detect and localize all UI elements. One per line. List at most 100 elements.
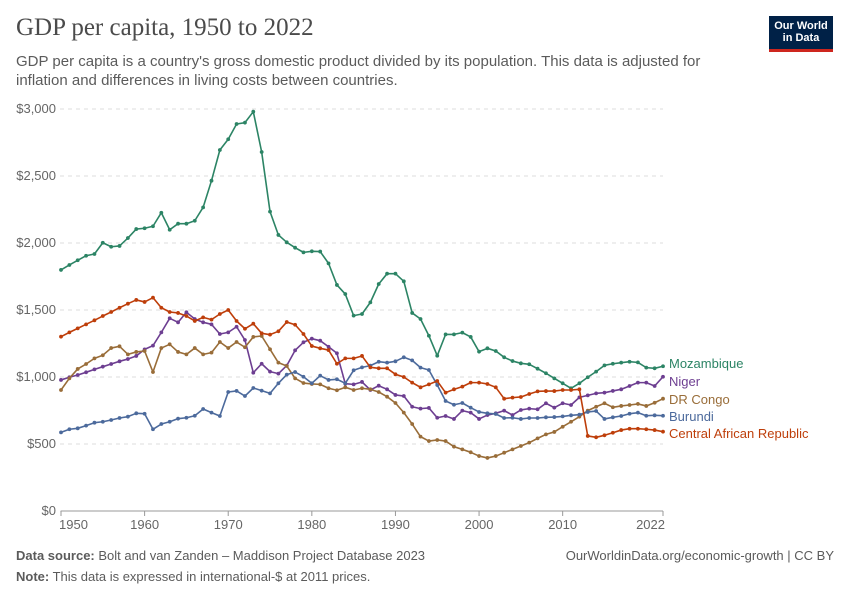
data-point[interactable] [151, 343, 155, 348]
data-point[interactable] [393, 372, 398, 377]
data-point[interactable] [477, 454, 481, 458]
data-point[interactable] [234, 324, 239, 329]
data-point[interactable] [619, 414, 624, 418]
data-point[interactable] [142, 411, 147, 416]
data-point[interactable] [243, 394, 247, 398]
data-point[interactable] [426, 439, 431, 443]
data-point[interactable] [151, 427, 155, 432]
source-link[interactable]: OurWorldinData.org/economic-growth | CC … [565, 548, 834, 563]
data-point[interactable] [552, 405, 557, 410]
data-point[interactable] [217, 332, 222, 336]
data-point[interactable] [192, 346, 197, 350]
data-point[interactable] [309, 249, 314, 254]
series-label[interactable]: Burundi [669, 409, 714, 424]
data-point[interactable] [159, 330, 164, 335]
data-point[interactable] [493, 385, 498, 390]
data-point[interactable] [452, 402, 456, 407]
data-point[interactable] [84, 362, 88, 366]
data-point[interactable] [117, 244, 122, 248]
data-point[interactable] [335, 283, 339, 287]
data-point[interactable] [151, 224, 155, 229]
data-point[interactable] [184, 352, 189, 357]
data-point[interactable] [151, 370, 155, 374]
data-point[interactable] [293, 322, 298, 327]
data-point[interactable] [452, 387, 456, 392]
data-point[interactable] [251, 386, 256, 390]
data-point[interactable] [293, 245, 298, 250]
data-point[interactable] [602, 433, 607, 438]
data-point[interactable] [661, 396, 665, 401]
data-point[interactable] [518, 361, 523, 366]
data-point[interactable] [276, 329, 281, 334]
data-point[interactable] [67, 330, 72, 335]
data-point[interactable] [67, 376, 72, 381]
data-point[interactable] [636, 402, 640, 406]
data-point[interactable] [493, 349, 498, 353]
data-point[interactable] [117, 344, 122, 349]
data-point[interactable] [477, 349, 481, 354]
data-point[interactable] [460, 384, 465, 389]
data-point[interactable] [452, 332, 456, 337]
data-point[interactable] [393, 271, 398, 276]
data-point[interactable] [410, 422, 415, 426]
data-point[interactable] [226, 390, 231, 394]
data-point[interactable] [100, 419, 105, 424]
data-point[interactable] [243, 120, 247, 125]
data-point[interactable] [301, 340, 306, 345]
data-point[interactable] [401, 394, 406, 398]
data-point[interactable] [234, 340, 239, 344]
data-point[interactable] [527, 392, 532, 396]
data-point[interactable] [535, 389, 540, 394]
data-point[interactable] [159, 346, 164, 350]
data-point[interactable] [268, 209, 272, 214]
data-point[interactable] [243, 345, 247, 350]
data-point[interactable] [134, 227, 139, 231]
data-point[interactable] [393, 393, 398, 397]
data-point[interactable] [259, 361, 264, 366]
data-point[interactable] [385, 394, 389, 399]
data-point[interactable] [251, 321, 256, 326]
data-point[interactable] [109, 418, 114, 422]
data-point[interactable] [619, 360, 624, 365]
series-label[interactable]: DR Congo [669, 392, 730, 407]
data-point[interactable] [259, 388, 264, 393]
data-point[interactable] [318, 249, 323, 254]
series-label[interactable]: Niger [669, 374, 701, 389]
data-point[interactable] [602, 363, 607, 368]
data-point[interactable] [75, 258, 80, 263]
data-point[interactable] [59, 268, 63, 272]
data-point[interactable] [243, 338, 247, 342]
data-point[interactable] [577, 381, 582, 386]
data-point[interactable] [142, 349, 147, 353]
data-point[interactable] [226, 346, 231, 350]
data-point[interactable] [435, 438, 440, 442]
data-point[interactable] [209, 322, 214, 327]
data-point[interactable] [652, 366, 657, 371]
data-point[interactable] [276, 360, 281, 365]
data-point[interactable] [493, 412, 498, 416]
data-point[interactable] [401, 375, 406, 379]
data-point[interactable] [100, 314, 105, 318]
data-point[interactable] [627, 426, 632, 431]
data-point[interactable] [535, 407, 540, 412]
data-point[interactable] [535, 436, 540, 441]
data-point[interactable] [326, 348, 331, 352]
data-point[interactable] [485, 346, 490, 351]
data-point[interactable] [109, 362, 114, 366]
data-point[interactable] [192, 413, 197, 418]
data-point[interactable] [217, 414, 222, 418]
data-point[interactable] [209, 317, 214, 322]
data-point[interactable] [426, 382, 431, 387]
data-point[interactable] [326, 386, 331, 391]
data-point[interactable] [385, 366, 389, 371]
data-point[interactable] [577, 387, 582, 392]
data-point[interactable] [602, 401, 607, 406]
data-point[interactable] [309, 336, 314, 341]
data-point[interactable] [100, 364, 105, 369]
data-point[interactable] [335, 388, 339, 393]
data-point[interactable] [100, 240, 105, 245]
data-point[interactable] [401, 410, 406, 415]
data-point[interactable] [518, 417, 523, 421]
data-point[interactable] [560, 381, 565, 386]
data-point[interactable] [268, 369, 272, 374]
